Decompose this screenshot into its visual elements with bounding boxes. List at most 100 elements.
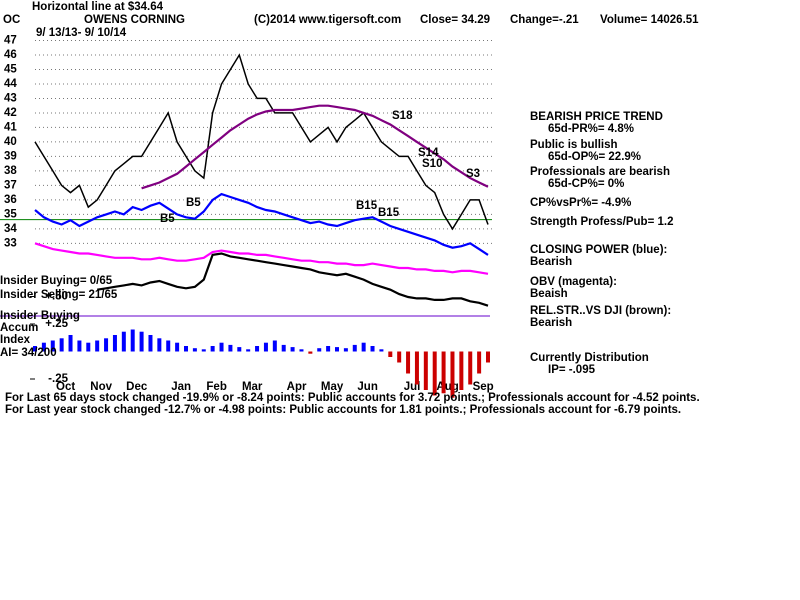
accum-bar [192,348,197,352]
y-tick-label: 37 [4,179,17,191]
y-tick-label: 40 [4,136,17,148]
accum-bar [246,349,251,352]
footer-note: For Last year stock changed -12.7% or -4… [5,404,681,416]
accum-bar [77,340,82,352]
volume: Volume= 14026.51 [600,14,699,26]
change: Change=-.21 [510,14,579,26]
accum-bar [477,351,482,374]
x-tick-label: May [321,381,344,393]
right-note: 65d-CP%= 0% [548,178,624,190]
signal-label: B5 [160,213,175,225]
subtitle: Horizontal line at $34.64 [32,1,164,13]
y-tick-label: 33 [4,237,17,249]
accum-bar [121,331,126,352]
accum-bar [112,335,117,352]
accum-bar [406,351,411,374]
right-note: 65d-OP%= 22.9% [548,151,641,163]
left-note: Insider Selling= 21/65 [0,289,118,301]
x-tick-label: Nov [90,381,112,393]
signal-label: B5 [186,197,201,209]
accum-bar [326,346,331,352]
right-note: REL.STR..VS DJI (brown): [530,305,671,317]
accum-bar [423,351,428,390]
series-line [97,252,489,307]
copyright: (C)2014 www.tigersoft.com [254,14,401,26]
right-note: OBV (magenta): [530,276,617,288]
accum-bar [166,340,171,352]
left-note: Insider Buying [0,310,80,322]
accum-bar [308,351,313,354]
y-tick-label: 41 [4,121,17,133]
accum-bar [468,351,473,385]
close: Close= 34.29 [420,14,490,26]
left-note: Accum [0,322,38,334]
accum-bar [86,342,91,352]
signal-label: B15 [378,207,400,219]
accum-bar [486,351,490,363]
accum-bar [263,342,268,352]
right-note: Strength Profess/Pub= 1.2 [530,216,673,228]
right-note: Professionals are bearish [530,166,670,178]
accum-tick-label: +.50 [45,291,68,303]
signal-label: B15 [356,200,378,212]
accum-bar [281,344,286,352]
left-note: AI= 34/200 [0,347,57,359]
left-note: Insider Buying= 0/65 [0,275,113,287]
signal-label: S10 [422,158,442,170]
y-tick-label: 45 [4,64,17,76]
accum-bar [184,346,188,352]
accum-bar [379,349,384,352]
y-tick-label: 34 [4,223,17,235]
chart-title: OWENS CORNING [84,14,185,26]
y-tick-label: 35 [4,208,17,220]
right-note: Public is bullish [530,139,618,151]
accum-bar [361,342,366,352]
y-tick-label: 47 [4,35,17,47]
right-note: CLOSING POWER (blue): [530,244,667,256]
accum-bar [33,346,37,352]
accum-bar [335,347,339,352]
accum-bar [388,351,393,357]
accum-bar [157,338,162,352]
series-line [34,53,489,231]
right-note: IP= -.095 [548,364,596,376]
accum-bar [352,344,357,352]
accum-bar [68,335,73,352]
accum-bar [41,342,46,352]
x-tick-label: Sep [473,381,494,393]
right-note: Bearish [530,256,572,268]
x-tick-label: Jan [171,381,191,393]
date-range: 9/ 13/13- 9/ 10/14 [36,27,127,39]
accum-bar [397,351,402,363]
accum-bar [343,348,348,352]
x-tick-label: Dec [126,381,148,393]
accum-bar [414,351,419,385]
accum-bar [148,335,153,352]
y-tick-label: 36 [4,194,17,206]
right-note: Bearish [530,317,572,329]
x-tick-label: Apr [287,381,307,393]
accum-bar [130,329,135,352]
accum-bar [272,340,277,352]
accum-bar [104,338,109,352]
accum-bar [228,344,233,352]
right-note: 65d-PR%= 4.8% [548,123,634,135]
right-note: BEARISH PRICE TREND [530,111,663,123]
accum-bar [255,346,260,352]
y-tick-label: 43 [4,92,17,104]
accum-bar [450,351,455,398]
accum-bar [317,348,322,352]
accum-bar [290,347,295,352]
footer-note: For Last 65 days stock changed -19.9% or… [5,392,700,404]
accum-bar [299,349,304,352]
signal-label: S18 [392,110,413,122]
right-note: CP%vsPr%= -4.9% [530,197,631,209]
ticker: OC [3,14,20,26]
accum-bar [201,349,206,352]
series-line [141,104,489,190]
accum-bar [432,351,437,396]
x-tick-label: Mar [242,381,263,393]
accum-bar [210,346,215,352]
right-note: Beaish [530,288,568,300]
